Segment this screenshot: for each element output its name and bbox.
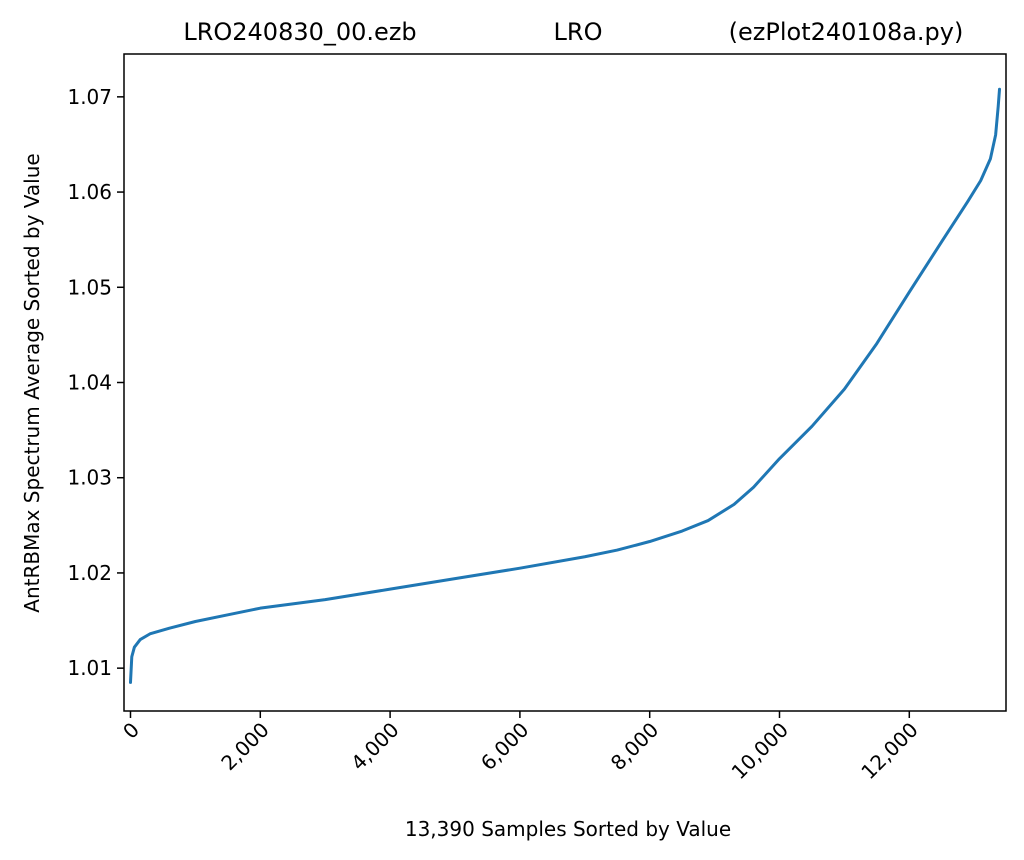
x-tick-label: 4,000 <box>346 718 403 775</box>
x-tick-label: 10,000 <box>727 718 793 784</box>
x-tick-label: 2,000 <box>216 718 273 775</box>
x-axis-label: 13,390 Samples Sorted by Value <box>405 817 731 841</box>
x-tick-label: 0 <box>118 718 144 744</box>
y-tick-label: 1.06 <box>67 180 112 204</box>
y-tick-label: 1.07 <box>67 85 112 109</box>
x-tick-label: 6,000 <box>476 718 533 775</box>
y-tick-label: 1.03 <box>67 466 112 490</box>
x-axis-ticks: 0 2,000 4,000 6,000 8,000 10,000 12,000 <box>118 711 923 784</box>
series-group <box>128 87 1002 684</box>
y-axis-ticks: 1.01 1.02 1.03 1.04 1.05 1.06 1.07 <box>67 85 124 680</box>
x-tick-label: 12,000 <box>856 718 922 784</box>
y-tick-label: 1.04 <box>67 371 112 395</box>
chart-title: LRO240830_00.ezb LRO (ezPlot240108a.py) <box>183 18 963 46</box>
x-tick-label: 8,000 <box>606 718 663 775</box>
series-line <box>128 87 1002 684</box>
y-axis-label: AntRBMax Spectrum Average Sorted by Valu… <box>20 153 44 612</box>
plot-area-frame <box>123 53 1007 712</box>
chart-title-filename: LRO240830_00.ezb <box>183 18 416 46</box>
y-tick-label: 1.02 <box>67 561 112 585</box>
y-tick-label: 1.05 <box>67 275 112 299</box>
chart-title-mission: LRO <box>554 18 603 46</box>
chart-title-script: (ezPlot240108a.py) <box>729 18 964 46</box>
y-tick-label: 1.01 <box>67 656 112 680</box>
